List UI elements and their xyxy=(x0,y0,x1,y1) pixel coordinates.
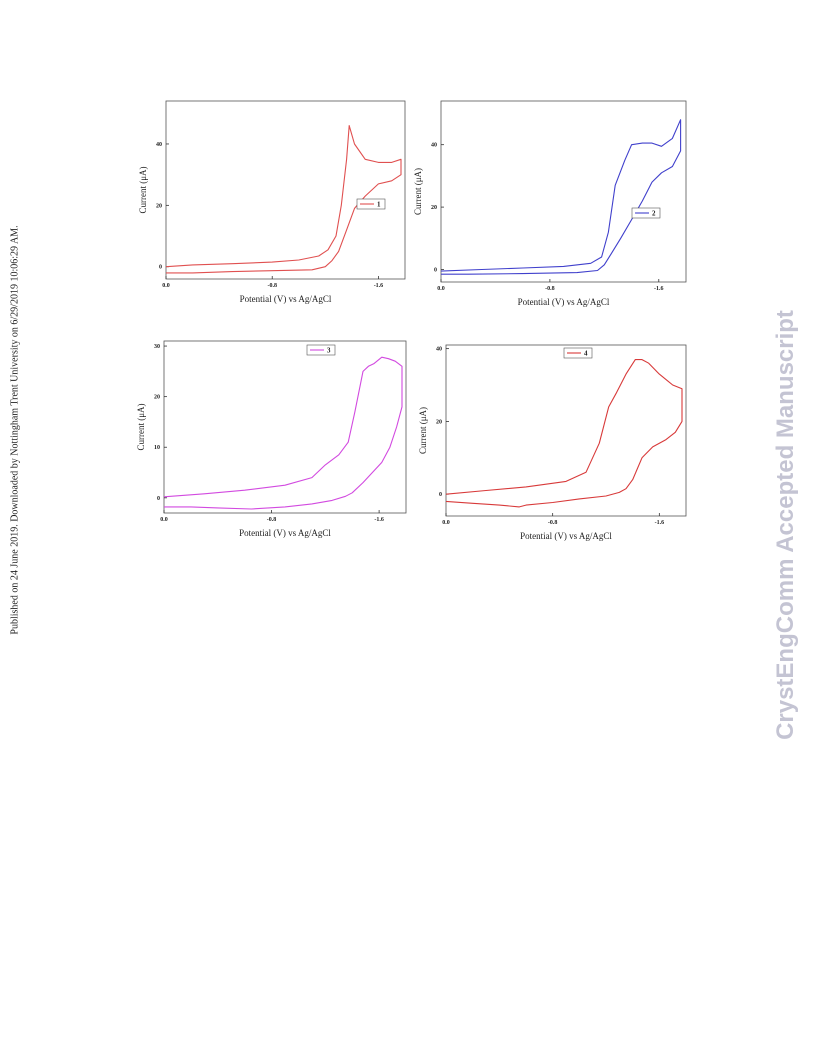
x-tick-label: -1.6 xyxy=(374,283,384,289)
series-line-3 xyxy=(163,356,403,510)
chart-panel-3: 0 10 20 30 0.0 -0.8 -1.6 Potential (V) vs Ag/Ag… xyxy=(136,340,407,538)
legend-label: 1 xyxy=(377,201,381,209)
x-axis-label: Potential (V) vs Ag/AgCl xyxy=(520,531,612,541)
x-tick-label: -0.8 xyxy=(548,520,558,526)
plot-frame xyxy=(445,344,687,517)
legend: 3 xyxy=(306,344,336,356)
y-axis-label: Current (μA) xyxy=(136,403,146,450)
x-axis-label: Potential (V) vs Ag/AgCl xyxy=(518,297,610,307)
series-line-1 xyxy=(165,125,402,274)
y-tick-label: 20 xyxy=(154,395,160,401)
legend-label: 3 xyxy=(327,347,331,355)
x-axis-label: Potential (V) vs Ag/AgCl xyxy=(239,528,331,538)
y-tick-label: 0 xyxy=(157,496,160,502)
y-tick-label: 40 xyxy=(156,142,162,148)
x-tick-label: 0.0 xyxy=(442,520,450,526)
legend: 4 xyxy=(563,347,593,359)
x-tick-label: -1.6 xyxy=(655,520,665,526)
x-tick-label: -0.8 xyxy=(267,283,277,289)
y-tick-label: 20 xyxy=(156,203,162,209)
chart-panel-4: 0 20 40 0.0 -0.8 -1.6 Potential (V) vs Ag/AgCl… xyxy=(418,344,687,541)
legend: 1 xyxy=(356,198,386,210)
y-tick-label: 40 xyxy=(431,143,437,149)
x-tick-label: -1.6 xyxy=(654,286,664,292)
x-tick-label: -1.6 xyxy=(374,517,384,523)
y-tick-label: 10 xyxy=(154,445,160,451)
publication-note-text: Published on 24 June 2019. Downloaded by… xyxy=(9,225,21,635)
y-tick-label: 0 xyxy=(434,268,437,274)
chart-panel-2: 0 20 40 0.0 -0.8 -1.6 Potential (V) vs Ag/AgCl… xyxy=(413,100,687,307)
legend: 2 xyxy=(631,207,661,219)
chart-panel-1: 0 20 40 0.0 -0.8 -1.6 Potential (V) vs Ag/AgCl… xyxy=(138,100,406,304)
x-tick-label: -0.8 xyxy=(267,517,277,523)
x-axis-label: Potential (V) vs Ag/AgCl xyxy=(240,294,332,304)
series-line-2 xyxy=(440,119,682,275)
y-axis-label: Current (μA) xyxy=(138,166,148,213)
y-tick-label: 30 xyxy=(154,344,160,350)
y-tick-label: 0 xyxy=(159,265,162,271)
y-tick-label: 20 xyxy=(431,205,437,211)
x-tick-label: 0.0 xyxy=(160,517,168,523)
watermark-text: CrystEngComm Accepted Manuscript xyxy=(772,310,799,740)
legend-label: 2 xyxy=(652,210,656,218)
y-tick-label: 40 xyxy=(436,347,442,353)
y-axis-label: Current (μA) xyxy=(413,168,423,215)
journal-watermark: CrystEngComm Accepted Manuscript xyxy=(756,0,816,1056)
x-tick-label: 0.0 xyxy=(437,286,445,292)
plot-frame xyxy=(163,340,407,514)
plot-frame xyxy=(440,100,687,283)
y-axis-label: Current (μA) xyxy=(418,407,428,454)
legend-label: 4 xyxy=(584,350,588,358)
publication-side-note: Published on 24 June 2019. Downloaded by… xyxy=(0,0,30,1056)
y-tick-label: 0 xyxy=(439,492,442,498)
x-tick-label: 0.0 xyxy=(162,283,170,289)
plot-frame xyxy=(165,100,406,280)
y-tick-label: 20 xyxy=(436,419,442,425)
x-tick-label: -0.8 xyxy=(545,286,555,292)
series-line-4 xyxy=(445,359,683,508)
